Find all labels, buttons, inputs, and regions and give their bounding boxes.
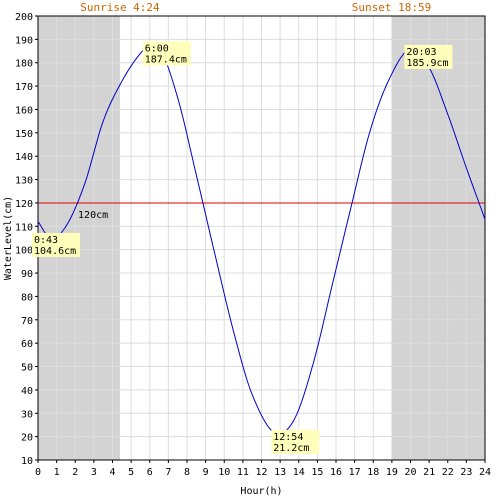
y-tick-label: 30 — [21, 409, 33, 420]
sunset-label: Sunset 18:59 — [352, 1, 431, 14]
x-tick-label: 9 — [203, 467, 209, 478]
x-tick-label: 10 — [218, 467, 230, 478]
x-tick-label: 12 — [255, 467, 267, 478]
y-tick-label: 180 — [15, 59, 33, 70]
x-tick-label: 16 — [330, 467, 342, 478]
annotation-level: 187.4cm — [145, 54, 187, 65]
y-tick-label: 160 — [15, 105, 33, 116]
x-tick-label: 5 — [128, 467, 134, 478]
annotation-time: 0:43 — [34, 235, 58, 246]
x-tick-label: 15 — [311, 467, 323, 478]
x-tick-label: 23 — [460, 467, 472, 478]
annotation-level: 104.6cm — [34, 246, 76, 257]
axis-ticks: 0 1 2 3 4 5 6 7 8 9 10 11 12 13 14 15 16 17 18 19 20 21 22 23 24… — [15, 12, 491, 478]
x-tick-label: 6 — [147, 467, 153, 478]
x-tick-label: 19 — [386, 467, 398, 478]
y-tick-label: 40 — [21, 386, 33, 397]
y-tick-label: 70 — [21, 316, 33, 327]
x-tick-label: 17 — [349, 467, 361, 478]
x-tick-label: 8 — [184, 467, 190, 478]
y-tick-label: 120 — [15, 199, 33, 210]
sunrise-label: Sunrise 4:24 — [80, 1, 160, 14]
x-tick-label: 14 — [293, 467, 305, 478]
y-tick-label: 170 — [15, 82, 33, 93]
annotation-time: 20:03 — [406, 47, 436, 58]
y-tick-label: 140 — [15, 152, 33, 163]
y-tick-label: 20 — [21, 433, 33, 444]
x-tick-label: 4 — [109, 467, 115, 478]
x-tick-label: 1 — [54, 467, 60, 478]
reference-line-label: 120cm — [78, 210, 108, 221]
night-shading — [38, 16, 485, 460]
x-tick-label: 0 — [35, 467, 41, 478]
x-tick-label: 20 — [404, 467, 416, 478]
annotation-time: 12:54 — [273, 432, 303, 443]
y-tick-label: 80 — [21, 292, 33, 303]
annotation-box — [142, 41, 191, 66]
grid — [38, 16, 485, 460]
x-tick-label: 13 — [274, 467, 286, 478]
x-axis-label: Hour(h) — [240, 486, 282, 497]
x-tick-label: 3 — [91, 467, 97, 478]
y-tick-label: 100 — [15, 246, 33, 257]
annotation-box — [404, 44, 453, 69]
x-tick-label: 22 — [442, 467, 454, 478]
y-tick-label: 150 — [15, 129, 33, 140]
x-tick-label: 7 — [165, 467, 171, 478]
x-tick-label: 24 — [479, 467, 491, 478]
x-tick-label: 11 — [237, 467, 249, 478]
night-shade-evening — [391, 16, 485, 460]
y-axis-label: WaterLevel(cm) — [3, 196, 14, 280]
y-tick-label: 60 — [21, 339, 33, 350]
annotation-time: 6:00 — [145, 43, 169, 54]
annotation-box — [32, 232, 80, 257]
y-tick-label: 130 — [15, 176, 33, 187]
annotation-level: 185.9cm — [406, 58, 448, 69]
y-tick-label: 50 — [21, 363, 33, 374]
y-tick-label: 190 — [15, 35, 33, 46]
x-tick-label: 18 — [367, 467, 379, 478]
x-tick-label: 2 — [72, 467, 78, 478]
y-tick-label: 10 — [21, 456, 33, 467]
y-tick-label: 200 — [15, 12, 33, 23]
annotation-level: 21.2cm — [273, 443, 309, 454]
y-tick-label: 110 — [15, 222, 33, 233]
y-tick-label: 90 — [21, 269, 33, 280]
annotation-box — [271, 429, 320, 454]
x-tick-label: 21 — [423, 467, 435, 478]
